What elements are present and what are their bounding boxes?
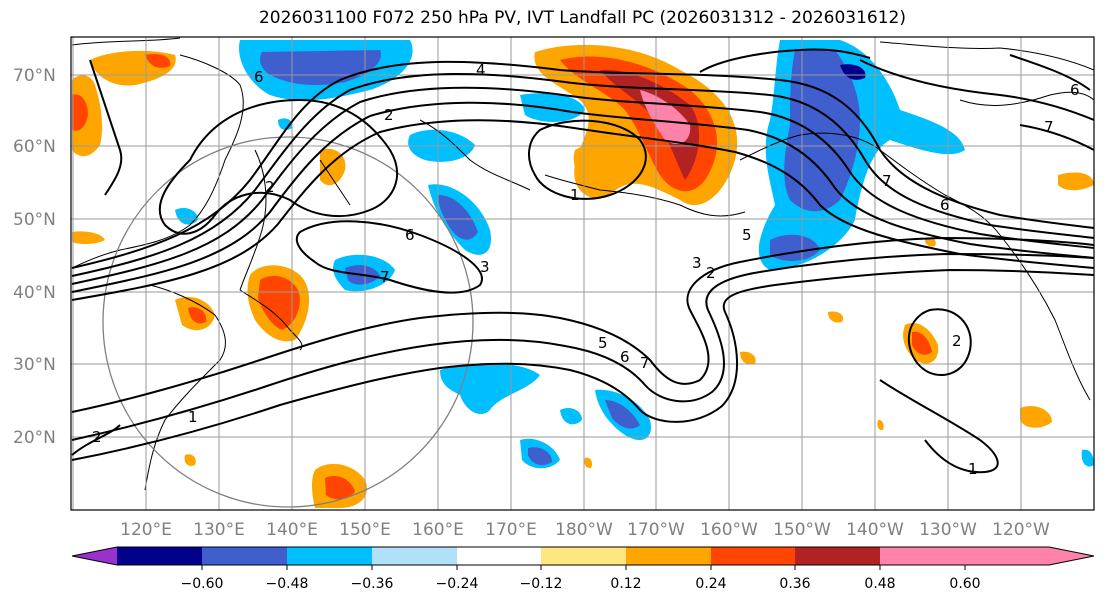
contour-label: 2: [92, 428, 102, 446]
colorbar-tick-label: −0.36: [351, 576, 394, 592]
lon-label: 120°W: [992, 520, 1050, 540]
lon-label: 120°E: [120, 520, 172, 540]
lat-label: 60°N: [13, 137, 56, 157]
contour-label: 7: [640, 354, 650, 372]
colorbar-tick-label: 0.60: [949, 576, 980, 592]
colorbar-segment: [541, 547, 626, 565]
pv-contours: [71, 48, 1094, 474]
contour-label: 3: [692, 254, 702, 272]
lat-label: 30°N: [13, 355, 56, 375]
colorbar-tick-label: 0.12: [610, 576, 641, 592]
contour-label: 2: [265, 178, 275, 196]
colorbar-extend-left: [72, 547, 117, 565]
colorbar-segment: [457, 547, 541, 565]
contour-label: 5: [742, 226, 752, 244]
lon-label: 150°E: [339, 520, 391, 540]
contour-label: 6: [620, 348, 630, 366]
contour-label: 2: [952, 332, 962, 350]
colorbar-segment: [202, 547, 287, 565]
lon-label: 140°E: [266, 520, 318, 540]
map-background: [71, 37, 1094, 510]
colorbar-tick-label: 0.24: [695, 576, 726, 592]
contour-label: 6: [254, 68, 264, 86]
lat-label: 50°N: [13, 210, 56, 230]
colorbar-tick-label: −0.24: [436, 576, 479, 592]
contour-label: 7: [882, 172, 892, 190]
contour-label: 6: [405, 226, 415, 244]
contour-label: 4: [476, 61, 486, 79]
coastlines: [71, 37, 1094, 491]
contour-label: 7: [1044, 118, 1054, 136]
colorbar-segment: [287, 547, 372, 565]
longitude-labels: 120°E 130°E 140°E 150°E 160°E 170°E 180°…: [120, 520, 1050, 540]
contour-label: 5: [598, 334, 608, 352]
lon-label: 160°W: [700, 520, 758, 540]
contour-label: 1: [968, 460, 978, 478]
radius-circle: [102, 136, 474, 508]
colorbar: −0.60 −0.48 −0.36 −0.24 −0.12 0.12 0.24 …: [71, 546, 1095, 592]
lon-label: 150°W: [773, 520, 831, 540]
lon-label: 170°W: [627, 520, 685, 540]
colorbar-tick-label: −0.12: [520, 576, 563, 592]
contour-labels: 6 4 2 2 1 6 7 3 5 6 7 5 3 2 7 6 7 1 2 1 …: [92, 61, 1080, 478]
colorbar-extend-right: [1049, 547, 1094, 565]
contour-label: 2: [384, 106, 394, 124]
contour-label: 1: [570, 186, 580, 204]
colorbar-tick-label: −0.48: [266, 576, 309, 592]
latitude-labels: 70°N 60°N 50°N 40°N 30°N 20°N: [13, 66, 56, 448]
colorbar-segment: [711, 547, 795, 565]
colorbar-segment: [795, 547, 880, 565]
contour-label: 7: [380, 268, 390, 286]
lon-label: 160°E: [412, 520, 464, 540]
lon-label: 170°E: [485, 520, 537, 540]
colorbar-segment: [117, 547, 202, 565]
lon-label: 140°W: [846, 520, 904, 540]
contour-label: 2: [706, 264, 716, 282]
map-title: 2026031100 F072 250 hPa PV, IVT Landfall…: [258, 8, 906, 28]
lat-label: 20°N: [13, 428, 56, 448]
colorbar-tick-label: 0.36: [779, 576, 810, 592]
lon-label: 130°E: [193, 520, 245, 540]
colorbar-segment: [626, 547, 711, 565]
colorbar-segment: [880, 547, 965, 565]
lat-label: 40°N: [13, 283, 56, 303]
map-border: [70, 36, 1095, 511]
lon-label: 180°W: [555, 520, 613, 540]
colorbar-segment: [965, 547, 1049, 565]
colorbar-outline: [71, 546, 1095, 566]
contour-label: 1: [188, 408, 198, 426]
colorbar-tick-label: 0.48: [864, 576, 895, 592]
lat-label: 70°N: [13, 66, 56, 86]
colorbar-segment: [372, 547, 457, 565]
contour-label: 6: [1070, 81, 1080, 99]
lon-label: 130°W: [919, 520, 977, 540]
contour-label: 3: [480, 258, 490, 276]
colorbar-tick-label: −0.60: [181, 576, 224, 592]
contour-label: 6: [940, 196, 950, 214]
